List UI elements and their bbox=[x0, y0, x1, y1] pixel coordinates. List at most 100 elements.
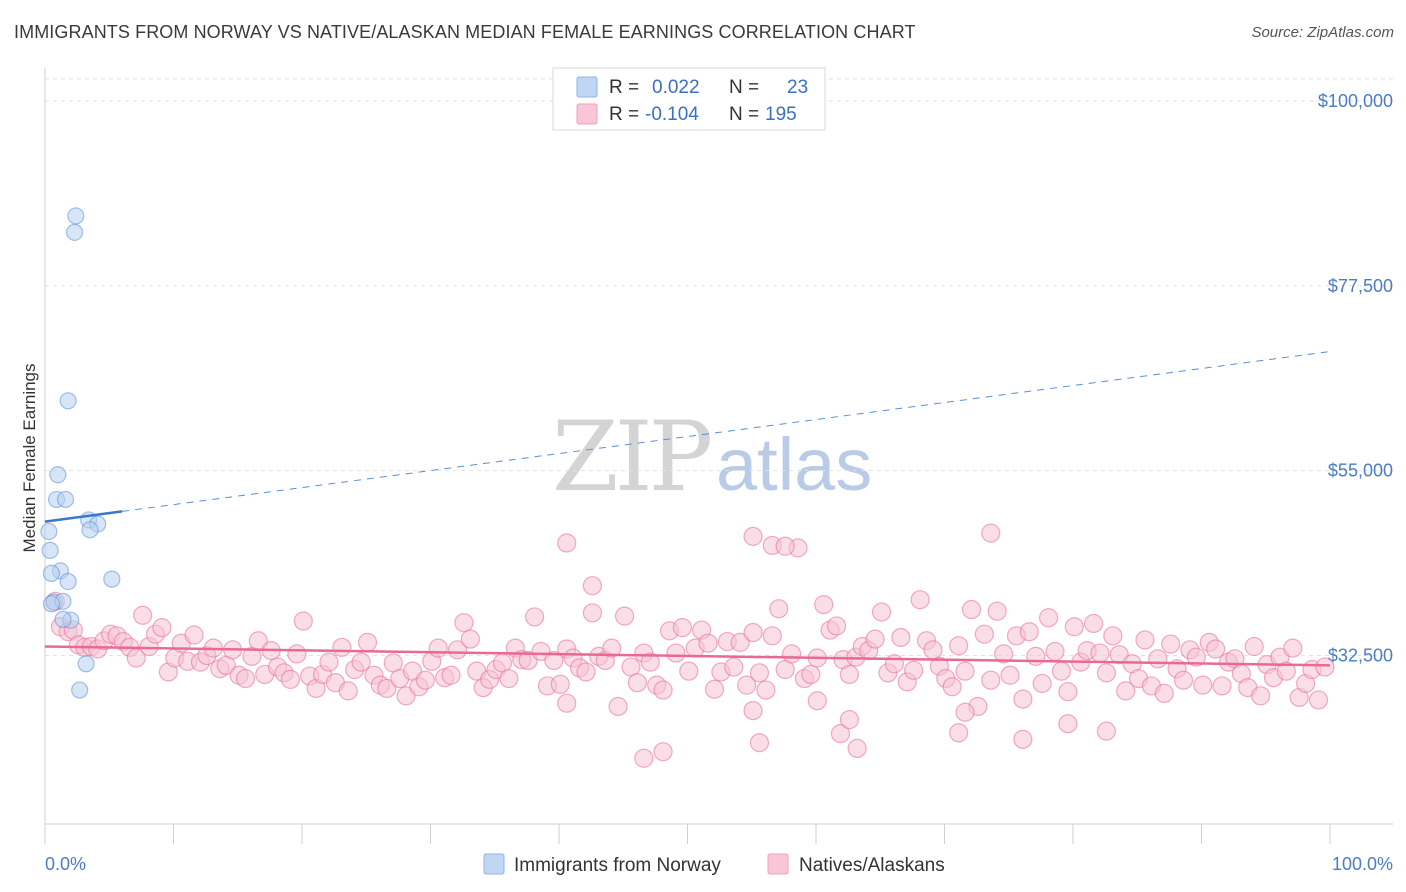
y-tick-label-1: $77,500 bbox=[1328, 276, 1393, 296]
natives-point-49 bbox=[357, 632, 378, 652]
natives-point-179 bbox=[1193, 675, 1213, 695]
natives-point-156 bbox=[1045, 641, 1065, 662]
norway-point-2 bbox=[59, 392, 77, 410]
natives-point-71 bbox=[499, 668, 519, 689]
natives-point-95 bbox=[653, 680, 673, 700]
legend-r-value-natives: -0.104 bbox=[645, 104, 699, 125]
natives-point-63 bbox=[447, 640, 468, 660]
natives-point-111 bbox=[756, 680, 776, 700]
legend-swatch-natives bbox=[576, 103, 598, 125]
y-tick-label-3: $32,500 bbox=[1328, 646, 1393, 666]
natives-point-22 bbox=[184, 625, 204, 645]
natives-point-37 bbox=[280, 669, 301, 689]
natives-point-128 bbox=[865, 629, 885, 649]
y-tick-labels: $100,000 $77,500 $55,000 $32,500 bbox=[1318, 91, 1393, 666]
natives-point-120 bbox=[814, 594, 834, 615]
natives-point-154 bbox=[1032, 673, 1052, 694]
natives-point-103 bbox=[704, 679, 725, 699]
natives-point-30 bbox=[235, 668, 256, 689]
natives-point-152 bbox=[1019, 622, 1039, 642]
watermark-zip: ZIP bbox=[552, 401, 711, 513]
natives-alaskans-points bbox=[45, 523, 1335, 768]
natives-point-89 bbox=[614, 606, 635, 626]
series-legend: Immigrants from Norway Natives/Alaskans bbox=[483, 853, 945, 876]
legend-r-label-natives: R = bbox=[609, 104, 639, 125]
natives-point-151 bbox=[1013, 689, 1033, 709]
natives-point-122 bbox=[826, 616, 847, 636]
trend-lines bbox=[44, 351, 1331, 667]
natives-point-172 bbox=[1148, 649, 1168, 669]
natives-point-78 bbox=[544, 650, 564, 671]
natives-point-75 bbox=[524, 607, 545, 627]
natives-point-109 bbox=[743, 622, 763, 643]
series-legend-swatch-norway bbox=[483, 853, 505, 875]
natives-point-93 bbox=[640, 652, 660, 672]
natives-point-142 bbox=[955, 661, 975, 681]
natives-point-129 bbox=[871, 602, 892, 622]
natives-point-173 bbox=[1154, 683, 1174, 703]
natives-point-46 bbox=[338, 681, 358, 701]
natives-point-148 bbox=[994, 644, 1014, 664]
series-legend-label-norway: Immigrants from Norway bbox=[514, 855, 721, 876]
natives-point-193 bbox=[1283, 638, 1303, 658]
natives-point-14 bbox=[133, 605, 153, 625]
natives-point-38 bbox=[287, 644, 307, 664]
natives-point-214 bbox=[1013, 729, 1033, 749]
natives-point-124 bbox=[839, 664, 860, 685]
natives-point-187 bbox=[1244, 636, 1264, 657]
natives-point-217 bbox=[743, 700, 763, 721]
natives-point-188 bbox=[1251, 686, 1271, 706]
natives-point-43 bbox=[319, 652, 339, 672]
norway-point-1 bbox=[65, 223, 84, 241]
natives-point-137 bbox=[923, 640, 943, 660]
natives-point-98 bbox=[672, 618, 692, 638]
natives-point-135 bbox=[910, 590, 930, 610]
natives-point-216 bbox=[557, 693, 577, 713]
natives-point-134 bbox=[904, 660, 924, 680]
natives-point-62 bbox=[441, 665, 461, 685]
natives-point-206 bbox=[830, 724, 851, 744]
norway-point-13 bbox=[59, 572, 77, 591]
natives-point-210 bbox=[839, 710, 860, 730]
norway-trend-dashed bbox=[122, 351, 1331, 512]
natives-trend bbox=[44, 645, 1331, 667]
watermark: ZIP atlas bbox=[552, 401, 872, 513]
natives-point-79 bbox=[550, 674, 570, 694]
natives-point-91 bbox=[627, 673, 647, 693]
immigrants-norway-points bbox=[40, 207, 121, 699]
x-ticks: 0.0% 100.0% bbox=[44, 824, 1393, 874]
norway-point-9 bbox=[40, 522, 58, 541]
natives-point-65 bbox=[460, 629, 480, 649]
natives-point-60 bbox=[428, 638, 448, 658]
natives-point-198 bbox=[1315, 657, 1335, 677]
natives-point-207 bbox=[749, 733, 770, 753]
natives-point-176 bbox=[1173, 670, 1194, 690]
natives-point-174 bbox=[1161, 634, 1181, 654]
natives-point-17 bbox=[152, 618, 172, 638]
natives-point-159 bbox=[1064, 617, 1084, 637]
legend-n-value-norway: 23 bbox=[787, 77, 808, 98]
natives-point-165 bbox=[1103, 626, 1123, 646]
x-tick-label-max: 100.0% bbox=[1332, 854, 1393, 874]
norway-point-8 bbox=[81, 521, 99, 539]
natives-point-155 bbox=[1038, 608, 1059, 628]
natives-point-108 bbox=[737, 675, 757, 695]
natives-point-158 bbox=[1058, 682, 1078, 702]
natives-point-146 bbox=[981, 670, 1001, 690]
natives-point-201 bbox=[743, 526, 763, 546]
natives-point-88 bbox=[608, 696, 628, 717]
natives-point-112 bbox=[762, 626, 782, 646]
natives-point-203 bbox=[775, 536, 795, 556]
natives-point-107 bbox=[730, 632, 750, 652]
natives-point-149 bbox=[1000, 665, 1020, 685]
natives-point-143 bbox=[961, 599, 982, 620]
source-label: Source: ZipAtlas.com bbox=[1251, 24, 1394, 41]
norway-trend-solid bbox=[44, 510, 123, 523]
series-legend-label-natives: Natives/Alaskans bbox=[799, 855, 945, 876]
norway-point-14 bbox=[103, 570, 121, 588]
norway-point-0 bbox=[67, 207, 85, 225]
natives-point-48 bbox=[351, 652, 371, 672]
natives-point-97 bbox=[666, 643, 686, 663]
natives-point-170 bbox=[1135, 630, 1155, 650]
